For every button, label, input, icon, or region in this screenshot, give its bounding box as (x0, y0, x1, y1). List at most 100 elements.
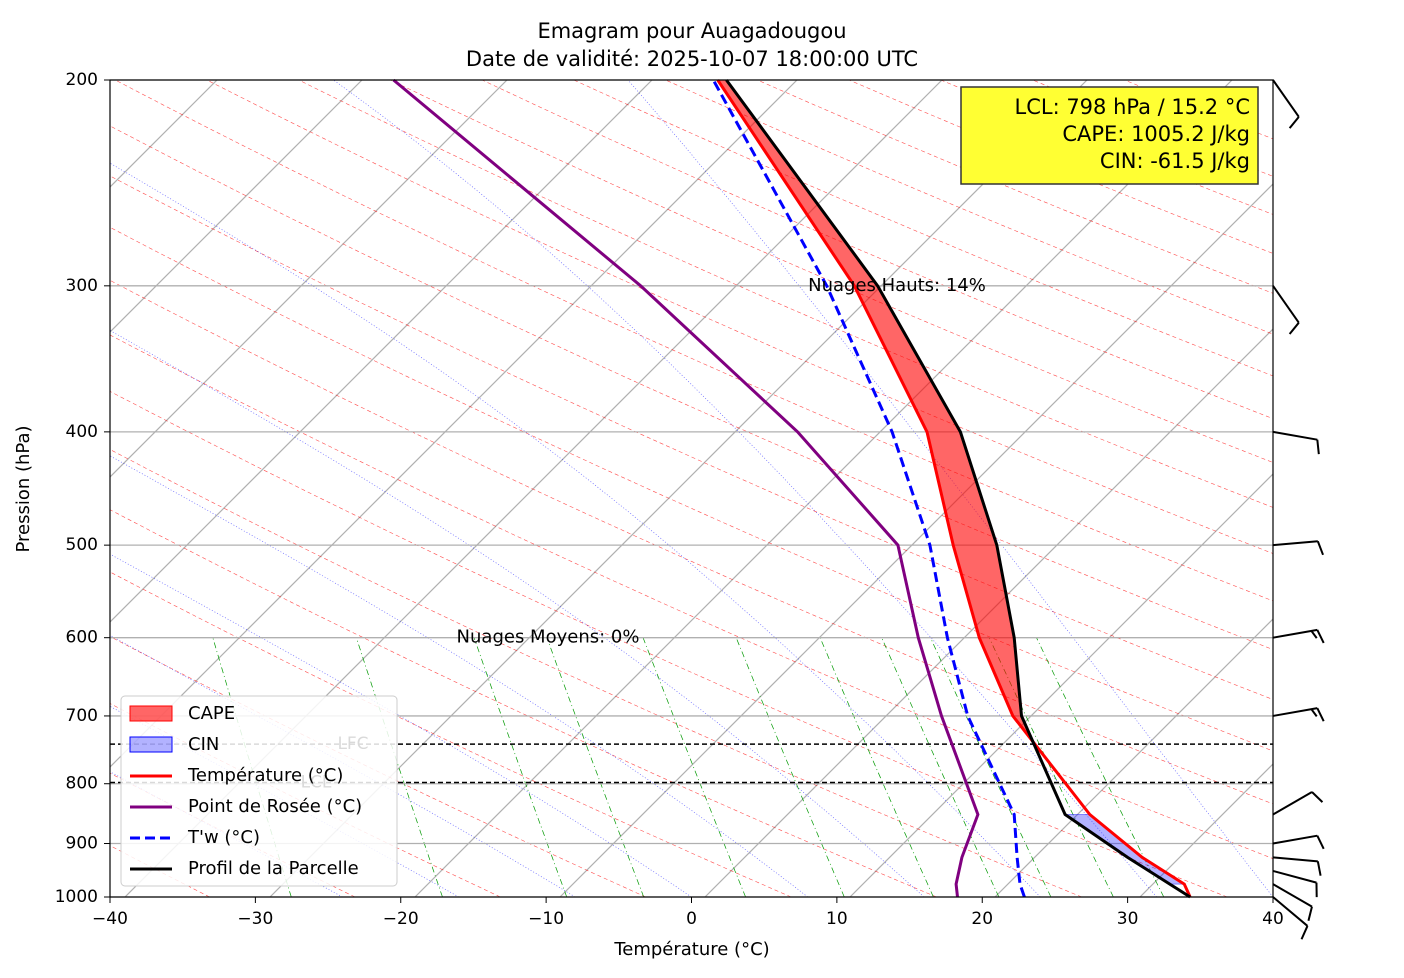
legend-label: Température (°C) (187, 765, 343, 786)
wind-barb (1272, 707, 1325, 722)
series-line (711, 79, 1026, 898)
info-text: CAPE: 1005.2 J/kg (1062, 122, 1250, 146)
barb-tick (1316, 540, 1324, 556)
barb-staff (1272, 430, 1318, 441)
isotherm-line (414, 80, 1233, 897)
y-tick-label: 900 (66, 834, 98, 854)
isotherm-line (849, 473, 1273, 897)
barb-tick (1316, 861, 1322, 876)
wind-barb (1272, 896, 1309, 940)
moist-adiabat (110, 553, 692, 897)
wind-barb (1272, 79, 1300, 129)
plot-frame (109, 79, 1274, 898)
barb-staff (1272, 79, 1300, 118)
barb-tick (1288, 322, 1300, 335)
x-tick-label: 0 (686, 909, 697, 929)
legend-label: T'w (°C) (187, 827, 260, 848)
wind-barb (1272, 869, 1318, 898)
y-tick-label: 400 (66, 422, 98, 442)
y-tick-label: 200 (66, 70, 98, 90)
chart-subtitle: Date de validité: 2025-10-07 18:00:00 UT… (466, 47, 918, 71)
mixing-ratio-line (819, 637, 934, 897)
wind-barb (1272, 628, 1325, 644)
wind-barb (1272, 791, 1324, 816)
barb-tick (1316, 439, 1320, 455)
barb-staff (1272, 883, 1313, 908)
isotherm-line (110, 80, 798, 768)
x-tick-label: −40 (92, 909, 128, 929)
wind-barb (1272, 285, 1300, 335)
y-tick-label: 500 (66, 535, 98, 555)
info-text: CIN: -61.5 J/kg (1100, 149, 1250, 173)
x-tick-label: 10 (826, 909, 848, 929)
barb-staff (1272, 791, 1313, 816)
x-tick-label: 40 (1262, 909, 1284, 929)
barb-tick (1300, 925, 1309, 940)
legend-label: CIN (188, 734, 219, 755)
series-line (725, 79, 1191, 899)
isotherm-line (994, 618, 1273, 897)
barb-staff (1272, 896, 1309, 927)
barb-tick (1316, 707, 1325, 722)
annotation: Nuages Moyens: 0% (457, 627, 640, 648)
series-line (716, 79, 1192, 898)
wind-barb (1272, 834, 1325, 850)
barb-staff (1272, 707, 1318, 717)
annotation: Nuages Hauts: 14% (808, 275, 986, 296)
barb-tick (1307, 906, 1313, 922)
barb-tick (1288, 116, 1300, 129)
info-text: LCL: 798 hPa / 15.2 °C (1015, 95, 1251, 119)
x-tick-label: −20 (383, 909, 419, 929)
mixing-ratio-line (735, 637, 845, 897)
legend-label: Point de Rosée (°C) (188, 796, 362, 817)
info-box (960, 86, 1259, 185)
wind-barb (1272, 540, 1324, 556)
isotherm-line (110, 80, 508, 478)
dry-adiabat (110, 226, 1273, 752)
barb-tick (1316, 835, 1325, 850)
dry-adiabat (206, 80, 1273, 554)
barb-tick (1311, 791, 1324, 803)
dry-adiabat (110, 334, 1273, 859)
barb-staff (1272, 540, 1318, 547)
barb-tick (1310, 630, 1318, 639)
isotherm-line (110, 80, 653, 623)
x-tick-label: 30 (1117, 909, 1139, 929)
barb-tick (1316, 629, 1325, 644)
chart-title: Emagram pour Auagadougou (537, 19, 846, 43)
barb-staff (1272, 285, 1300, 324)
dry-adiabat (481, 80, 1273, 420)
mixing-ratio-line (881, 637, 1000, 897)
dry-adiabat (115, 80, 1273, 602)
legend: CAPE CIN Température (°C) Point de Rosée (°… (120, 695, 398, 887)
legend-label: CAPE (188, 703, 235, 724)
y-tick-label: 700 (66, 706, 98, 726)
barb-staff (1272, 856, 1318, 863)
legend-swatch (129, 705, 173, 722)
dry-adiabat (573, 80, 1273, 377)
barb-tick (1310, 708, 1318, 717)
barb-staff (1272, 834, 1318, 845)
y-tick-label: 300 (66, 276, 98, 296)
wind-barb (1272, 883, 1313, 922)
y-tick-label: 600 (66, 628, 98, 648)
x-axis-label: Température (°C) (613, 939, 769, 960)
barb-staff (1272, 628, 1318, 639)
isotherm-line (269, 80, 1088, 897)
moist-adiabat (110, 162, 1041, 897)
x-tick-label: −30 (237, 909, 273, 929)
isotherm-line (110, 80, 363, 333)
y-tick-label: 800 (66, 774, 98, 794)
x-tick-label: 20 (971, 909, 993, 929)
series-line (392, 78, 980, 898)
isotherm-line (704, 328, 1273, 897)
barb-staff (1272, 869, 1317, 884)
wind-barb (1272, 856, 1322, 876)
dry-adiabat (110, 509, 937, 897)
y-tick-label: 1000 (55, 887, 98, 907)
x-tick-label: −10 (528, 909, 564, 929)
y-axis-label: Pression (hPa) (13, 425, 34, 552)
legend-box (120, 695, 398, 887)
